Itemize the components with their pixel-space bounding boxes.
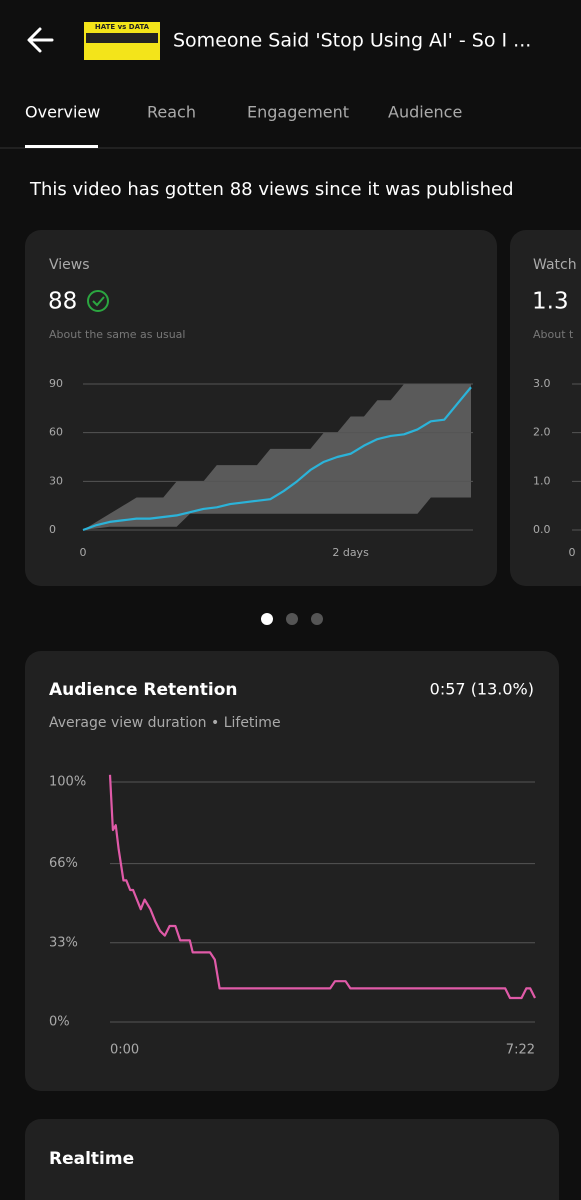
- y-tick-label: 3.0: [533, 377, 551, 390]
- x-tick-label: 0: [569, 546, 576, 559]
- check-icon: [87, 290, 109, 312]
- data-line: [82, 386, 472, 532]
- y-tick-label: 2.0: [533, 426, 551, 439]
- tab[interactable]: Audience: [388, 103, 462, 122]
- retention-card[interactable]: [25, 651, 559, 1091]
- section-subtitle: Average view duration • Lifetime: [49, 715, 281, 731]
- y-tick-label: 0%: [49, 1015, 70, 1030]
- x-tick-label: 0: [80, 546, 87, 559]
- tab[interactable]: Engagement: [247, 103, 349, 122]
- metric-note: About the same as usual: [49, 328, 185, 341]
- check-mark: [92, 296, 105, 307]
- metric-value: 88: [48, 289, 77, 315]
- tab-indicator: [25, 145, 98, 148]
- back-button[interactable]: [27, 27, 54, 53]
- section-title: Audience Retention: [49, 680, 238, 700]
- metric-label: Watch: [533, 257, 577, 273]
- video-title: Someone Said 'Stop Using AI' - So I ...: [173, 30, 531, 52]
- summary: This video has gotten 88 views since it …: [29, 179, 514, 200]
- y-tick-label: 100%: [49, 775, 86, 790]
- tab[interactable]: Overview: [25, 103, 100, 122]
- x-tick-label: 2 days: [332, 546, 369, 559]
- y-tick-label: 33%: [49, 935, 78, 950]
- carousel-dot[interactable]: [311, 613, 323, 625]
- metric-note: About t: [533, 328, 574, 341]
- y-tick-label: 90: [49, 377, 63, 390]
- metric-value: 1.3: [532, 289, 569, 315]
- x-tick-label: 0:00: [110, 1043, 139, 1058]
- y-tick-label: 66%: [49, 856, 78, 871]
- y-tick-label: 0.0: [533, 523, 551, 536]
- y-tick-label: 60: [49, 426, 63, 439]
- watch-card[interactable]: [510, 230, 581, 586]
- typical-range-lower: [83, 497, 471, 530]
- metric-label: Views: [49, 257, 90, 273]
- retention-value: 0:57 (13.0%): [430, 680, 534, 699]
- x-tick-label: 7:22: [506, 1043, 535, 1058]
- section-title: Realtime: [49, 1149, 134, 1169]
- data-line: [108, 774, 536, 1000]
- thumbnail-band: [86, 33, 158, 43]
- y-tick-label: 1.0: [533, 474, 551, 487]
- y-tick-label: 0: [49, 523, 56, 536]
- realtime-card[interactable]: [25, 1119, 559, 1200]
- tab[interactable]: Reach: [147, 103, 196, 122]
- typical-range-upper: [83, 384, 471, 530]
- carousel-dot[interactable]: [286, 613, 298, 625]
- carousel-dot[interactable]: [261, 613, 273, 625]
- thumbnail-text: HATE vs DATA: [95, 23, 150, 31]
- y-tick-label: 30: [49, 474, 63, 487]
